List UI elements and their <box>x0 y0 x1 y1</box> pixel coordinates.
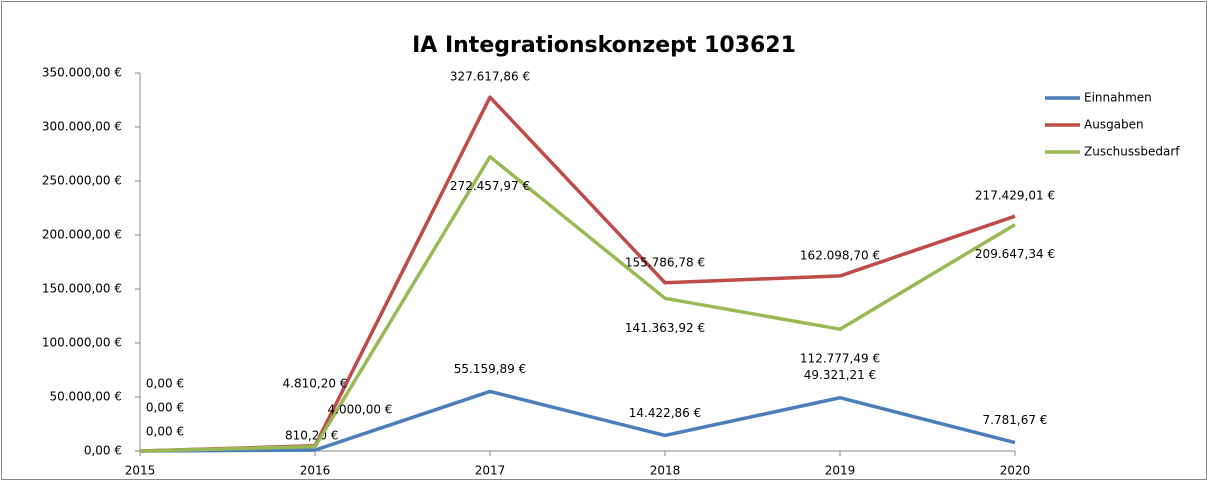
y-tick-label: 250.000,00 € <box>42 174 122 188</box>
data-label: 49.321,21 € <box>804 368 877 382</box>
data-label: 0,00 € <box>146 401 184 415</box>
data-label: 217.429,01 € <box>975 189 1055 203</box>
chart-title: IA Integrationskonzept 103621 <box>412 33 796 58</box>
data-label: 810,20 € <box>285 429 338 443</box>
x-tick-label: 2015 <box>125 464 156 478</box>
data-label: 7.781,67 € <box>983 413 1048 427</box>
data-label: 55.159,89 € <box>454 362 527 376</box>
data-label: 4.000,00 € <box>328 403 393 417</box>
data-label: 141.363,92 € <box>625 321 705 335</box>
x-tick-label: 2017 <box>475 464 506 478</box>
x-tick-label: 2018 <box>650 464 681 478</box>
x-tick-label: 2019 <box>825 464 856 478</box>
y-tick-label: 50.000,00 € <box>49 390 122 404</box>
data-label: 155.786,78 € <box>625 255 705 269</box>
data-label: 4.810,20 € <box>283 377 348 391</box>
legend-label: Zuschussbedarf <box>1084 145 1180 159</box>
data-label: 14.422,86 € <box>629 406 702 420</box>
data-label: 0,00 € <box>146 377 184 391</box>
legend-label: Einnahmen <box>1084 91 1152 105</box>
y-tick-label: 100.000,00 € <box>42 336 122 350</box>
data-label: 162.098,70 € <box>800 248 880 262</box>
y-tick-label: 300.000,00 € <box>42 120 122 134</box>
series-line <box>139 154 1016 453</box>
y-tick-label: 150.000,00 € <box>42 282 122 296</box>
x-tick-label: 2020 <box>1000 464 1031 478</box>
data-label: 209.647,34 € <box>975 247 1055 261</box>
y-tick-label: 200.000,00 € <box>42 228 122 242</box>
data-label: 272.457,97 € <box>450 179 530 193</box>
y-tick-label: 0,00 € <box>84 444 122 458</box>
data-label: 112.777,49 € <box>800 352 880 366</box>
series-line <box>139 389 1016 453</box>
data-label: 0,00 € <box>146 425 184 439</box>
y-tick-label: 350.000,00 € <box>42 66 122 80</box>
data-label: 327.617,86 € <box>450 70 530 84</box>
legend-label: Ausgaben <box>1084 118 1144 132</box>
x-tick-label: 2016 <box>300 464 331 478</box>
